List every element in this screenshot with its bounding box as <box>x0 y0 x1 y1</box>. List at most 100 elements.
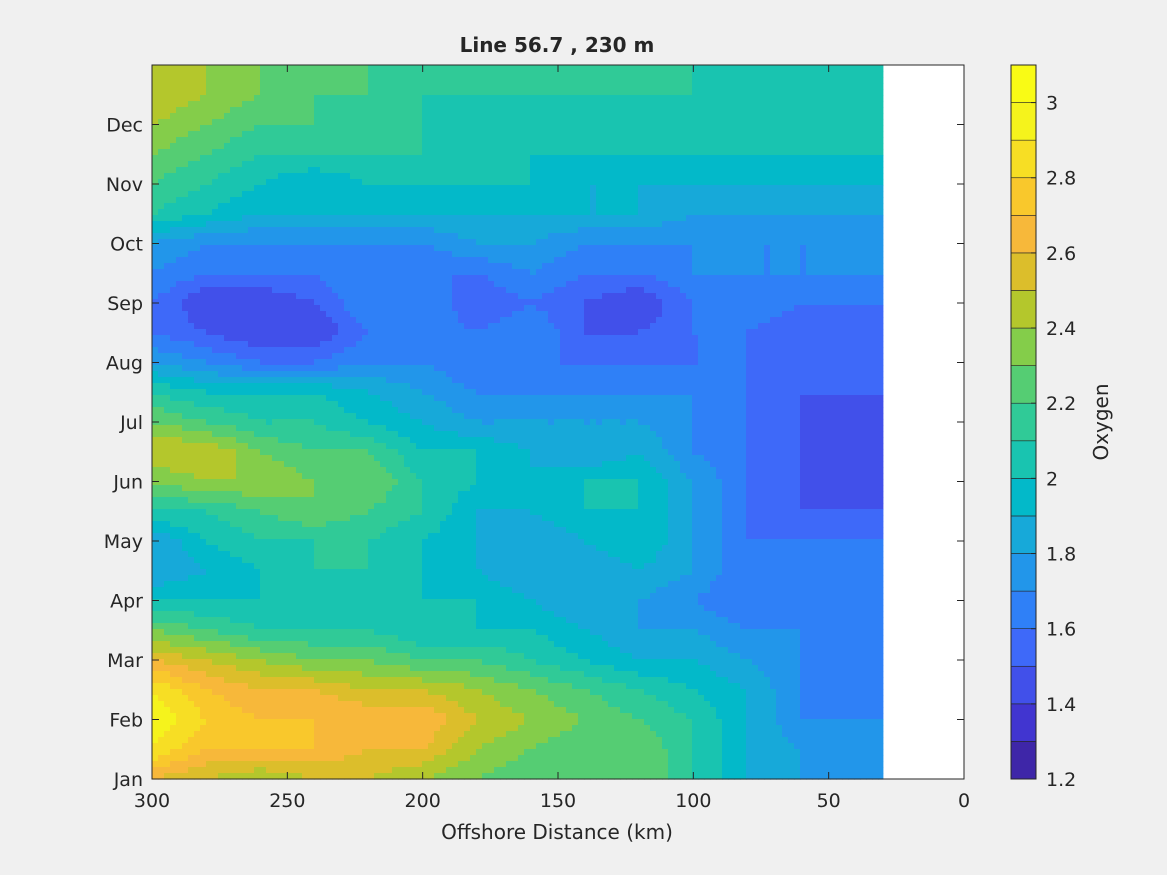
contour-cell <box>530 101 537 108</box>
contour-cell <box>788 65 795 72</box>
contour-cell <box>824 125 831 132</box>
contour-cell <box>746 143 753 150</box>
contour-cell <box>266 293 273 300</box>
contour-cell <box>404 65 411 72</box>
contour-cell <box>818 269 825 276</box>
contour-cell <box>662 263 669 270</box>
contour-cell <box>176 305 183 312</box>
contour-cell <box>236 137 243 144</box>
contour-cell <box>860 167 867 174</box>
contour-cell <box>572 269 579 276</box>
contour-cell <box>182 125 189 132</box>
contour-cell <box>758 161 765 168</box>
contour-cell <box>866 263 873 270</box>
contour-cell <box>824 245 831 252</box>
contour-cell <box>512 191 519 198</box>
contour-cell <box>626 143 633 150</box>
contour-cell <box>422 227 429 234</box>
contour-cell <box>344 119 351 126</box>
contour-cell <box>560 197 567 204</box>
contour-cell <box>326 233 333 240</box>
contour-cell <box>626 215 633 222</box>
contour-cell <box>566 203 573 210</box>
contour-cell <box>212 239 219 246</box>
contour-cell <box>572 71 579 78</box>
contour-cell <box>548 137 555 144</box>
contour-cell <box>824 185 831 192</box>
contour-cell <box>644 281 651 288</box>
contour-cell <box>644 71 651 78</box>
contour-cell <box>542 263 549 270</box>
contour-cell <box>584 257 591 264</box>
contour-cell <box>512 239 519 246</box>
contour-cell <box>812 107 819 114</box>
contour-cell <box>860 215 867 222</box>
contour-cell <box>518 275 525 282</box>
contour-cell <box>854 101 861 108</box>
contour-cell <box>824 137 831 144</box>
contour-cell <box>302 65 309 72</box>
contour-cell <box>818 239 825 246</box>
contour-cell <box>590 305 597 312</box>
contour-cell <box>272 203 279 210</box>
contour-cell <box>560 233 567 240</box>
contour-cell <box>446 149 453 156</box>
contour-cell <box>350 221 357 228</box>
contour-cell <box>272 179 279 186</box>
contour-cell <box>830 209 837 216</box>
contour-cell <box>338 221 345 228</box>
contour-cell <box>242 149 249 156</box>
contour-cell <box>338 95 345 102</box>
contour-cell <box>332 299 339 306</box>
contour-cell <box>506 227 513 234</box>
contour-cell <box>812 239 819 246</box>
contour-cell <box>740 257 747 264</box>
contour-cell <box>314 89 321 96</box>
contour-cell <box>824 167 831 174</box>
contour-cell <box>476 245 483 252</box>
contour-cell <box>260 203 267 210</box>
contour-cell <box>806 137 813 144</box>
contour-cell <box>866 221 873 228</box>
contour-cell <box>488 71 495 78</box>
contour-cell <box>386 299 393 306</box>
contour-cell <box>410 107 417 114</box>
contour-cell <box>686 269 693 276</box>
contour-cell <box>656 125 663 132</box>
contour-cell <box>554 215 561 222</box>
contour-cell <box>380 83 387 90</box>
contour-cell <box>338 299 345 306</box>
contour-cell <box>326 77 333 84</box>
contour-cell <box>548 245 555 252</box>
contour-cell <box>698 167 705 174</box>
contour-cell <box>710 239 717 246</box>
contour-cell <box>458 245 465 252</box>
contour-cell <box>866 233 873 240</box>
contour-cell <box>230 245 237 252</box>
contour-cell <box>224 95 231 102</box>
contour-cell <box>662 131 669 138</box>
contour-cell <box>248 131 255 138</box>
contour-cell <box>500 173 507 180</box>
contour-cell <box>470 155 477 162</box>
contour-cell <box>656 221 663 228</box>
contour-cell <box>728 161 735 168</box>
contour-cell <box>476 65 483 72</box>
contour-cell <box>434 71 441 78</box>
contour-cell <box>182 173 189 180</box>
contour-cell <box>512 131 519 138</box>
contour-cell <box>800 101 807 108</box>
contour-cell <box>662 305 669 312</box>
contour-cell <box>332 167 339 174</box>
contour-cell <box>362 119 369 126</box>
contour-cell <box>872 221 879 228</box>
contour-cell <box>410 233 417 240</box>
contour-cell <box>518 227 525 234</box>
contour-cell <box>272 185 279 192</box>
contour-cell <box>152 239 159 246</box>
contour-cell <box>764 65 771 72</box>
contour-cell <box>314 209 321 216</box>
contour-cell <box>716 239 723 246</box>
contour-cell <box>356 305 363 312</box>
contour-cell <box>560 293 567 300</box>
